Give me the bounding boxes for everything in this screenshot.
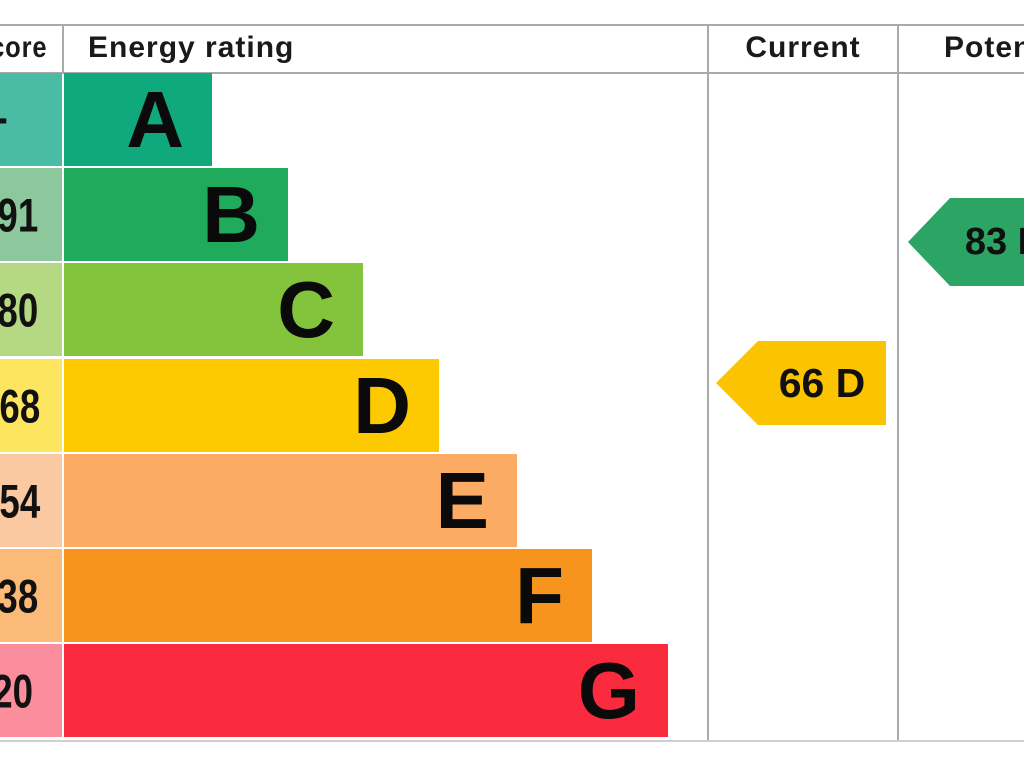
header-current-label: Current: [745, 31, 861, 64]
band-row-a: 92+ A: [0, 73, 1024, 166]
score-range-label: 69-80: [0, 283, 38, 336]
header-score-label: Score: [0, 31, 47, 64]
band-letter-e: E: [435, 455, 489, 545]
band-letter-a: A: [126, 74, 184, 164]
band-row-g: 1-20 G: [0, 644, 1024, 737]
score-range-label: 92+: [0, 92, 8, 147]
header-top-border: [0, 24, 1024, 26]
score-cell-a: 92+: [0, 73, 62, 166]
header-potential-label: Potential: [944, 31, 1024, 64]
score-cell-d: 55-68: [0, 359, 62, 452]
band-bar-b: B: [64, 168, 288, 261]
score-range-label: 21-38: [0, 569, 38, 622]
score-cell-c: 69-80: [0, 263, 62, 356]
score-cell-b: 81-91: [0, 168, 62, 261]
band-letter-f: F: [515, 550, 564, 640]
table-bottom-border: [0, 740, 1024, 742]
header-energy-rating-label: Energy rating: [88, 31, 295, 64]
band-row-b: 81-91 B: [0, 168, 1024, 261]
score-cell-e: 39-54: [0, 454, 62, 547]
band-letter-b: B: [202, 169, 260, 259]
band-bar-a: A: [64, 73, 212, 166]
header-energy-rating: Energy rating: [64, 24, 728, 72]
band-bar-e: E: [64, 454, 517, 547]
current-column-divider: [707, 24, 709, 740]
band-bar-f: F: [64, 549, 592, 642]
band-row-d: 55-68 D: [0, 359, 1024, 452]
header-current: Current: [709, 24, 897, 72]
score-cell-f: 21-38: [0, 549, 62, 642]
score-cell-g: 1-20: [0, 644, 62, 737]
score-range-label: 81-91: [0, 188, 38, 241]
score-column-divider: [62, 24, 64, 72]
potential-rating-label: 83 B: [964, 220, 1024, 263]
band-bar-d: D: [64, 359, 439, 452]
band-row-c: 69-80 C: [0, 263, 1024, 356]
band-letter-c: C: [277, 264, 335, 354]
score-range-label: 55-68: [0, 379, 40, 432]
band-bar-g: G: [64, 644, 668, 737]
header-bottom-border: [0, 72, 1024, 74]
band-row-e: 39-54 E: [0, 454, 1024, 547]
score-range-label: 1-20: [0, 664, 33, 717]
current-rating-label: 66 D: [778, 359, 866, 406]
band-letter-d: D: [353, 360, 411, 450]
score-range-label: 39-54: [0, 474, 40, 527]
header-score: Score: [0, 24, 62, 72]
current-rating-arrow: 66 D: [716, 341, 886, 425]
band-letter-g: G: [577, 645, 640, 735]
header-potential: Potential: [899, 24, 1024, 72]
band-bar-c: C: [64, 263, 363, 356]
potential-column-divider: [897, 24, 899, 740]
band-row-f: 21-38 F: [0, 549, 1024, 642]
